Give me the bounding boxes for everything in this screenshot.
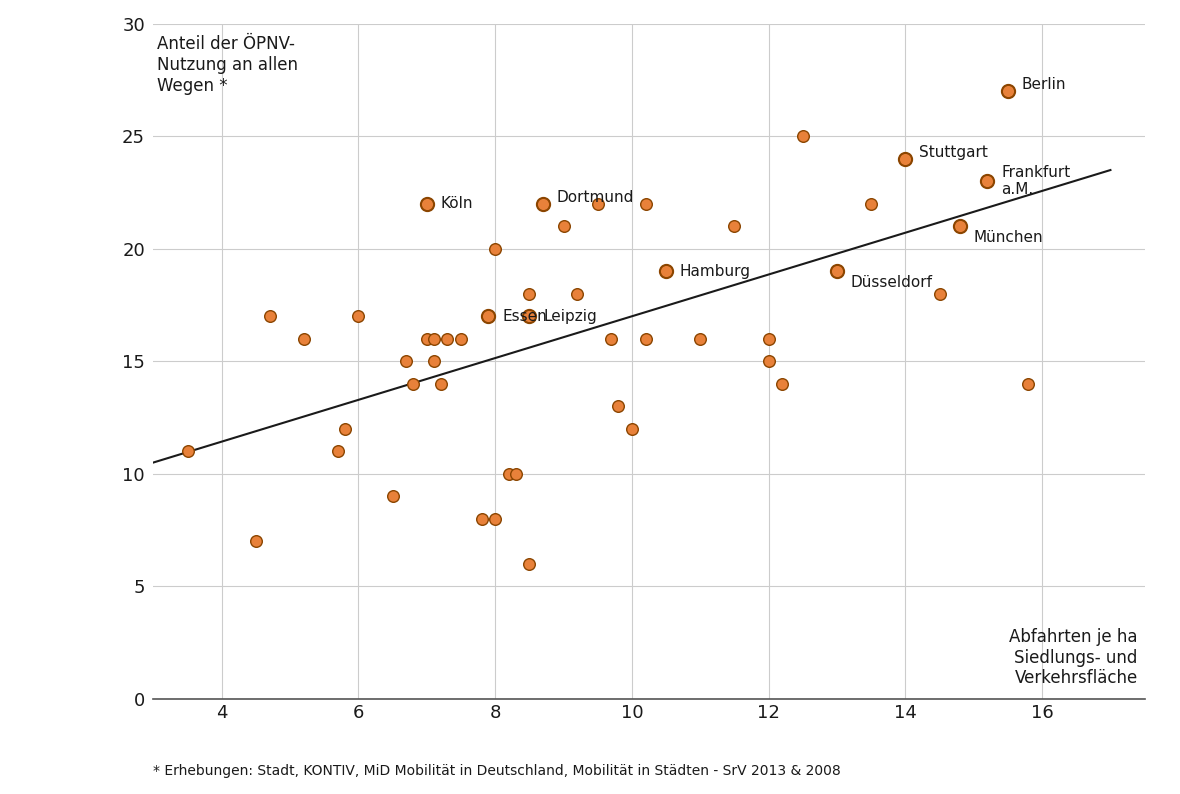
Point (609, 400, 628, 413)
Point (396, 355, 415, 368)
Point (328, 445, 347, 457)
Text: Hamburg: Hamburg (680, 264, 750, 279)
Point (431, 377, 450, 390)
Text: Düsseldorf: Düsseldorf (851, 275, 932, 290)
Text: Stuttgart: Stuttgart (919, 145, 988, 160)
Point (793, 130, 812, 143)
Point (623, 422, 642, 435)
Point (636, 333, 655, 345)
Point (930, 287, 949, 300)
Point (418, 333, 437, 345)
Point (773, 377, 792, 390)
Text: Leipzig: Leipzig (543, 309, 597, 324)
Point (294, 333, 313, 345)
Point (1020, 377, 1038, 390)
Text: München: München (974, 230, 1043, 245)
Point (520, 310, 539, 322)
Point (486, 512, 505, 525)
Point (425, 333, 444, 345)
Point (896, 152, 914, 165)
Text: Anteil der ÖPNV-
Nutzung an allen
Wegen *: Anteil der ÖPNV- Nutzung an allen Wegen … (157, 35, 297, 94)
Point (759, 333, 778, 345)
Point (861, 198, 880, 210)
Point (520, 557, 539, 570)
Point (499, 468, 518, 480)
Point (978, 175, 997, 187)
Text: Berlin: Berlin (1022, 77, 1066, 92)
Point (247, 535, 266, 548)
Text: * Erhebungen: Stadt, KONTIV, MiD Mobilität in Deutschland, Mobilität in Städten : * Erhebungen: Stadt, KONTIV, MiD Mobilit… (153, 764, 841, 778)
Point (656, 265, 675, 278)
Point (555, 220, 573, 233)
Point (404, 377, 422, 390)
Point (520, 287, 539, 300)
Point (425, 355, 444, 368)
Point (533, 198, 552, 210)
Text: Dortmund: Dortmund (557, 190, 634, 205)
Point (998, 85, 1017, 98)
Point (452, 333, 471, 345)
Point (690, 333, 709, 345)
Point (260, 310, 278, 322)
Point (486, 242, 505, 255)
Point (479, 310, 498, 322)
Point (636, 198, 655, 210)
Text: Abfahrten je ha
Siedlungs- und
Verkehrsfläche: Abfahrten je ha Siedlungs- und Verkehrsf… (1009, 628, 1138, 688)
Text: Essen: Essen (502, 309, 546, 324)
Text: Köln: Köln (440, 196, 473, 211)
Point (335, 422, 354, 435)
Point (384, 490, 402, 503)
Point (506, 468, 525, 480)
Point (589, 198, 608, 210)
Text: Frankfurt
a.M.: Frankfurt a.M. (1001, 165, 1070, 198)
Point (602, 333, 621, 345)
Point (472, 512, 491, 525)
Point (438, 333, 457, 345)
Point (349, 310, 368, 322)
Point (759, 355, 778, 368)
Point (951, 220, 970, 233)
Point (568, 287, 586, 300)
Point (725, 220, 743, 233)
Point (178, 445, 197, 457)
Point (418, 198, 437, 210)
Point (827, 265, 846, 278)
